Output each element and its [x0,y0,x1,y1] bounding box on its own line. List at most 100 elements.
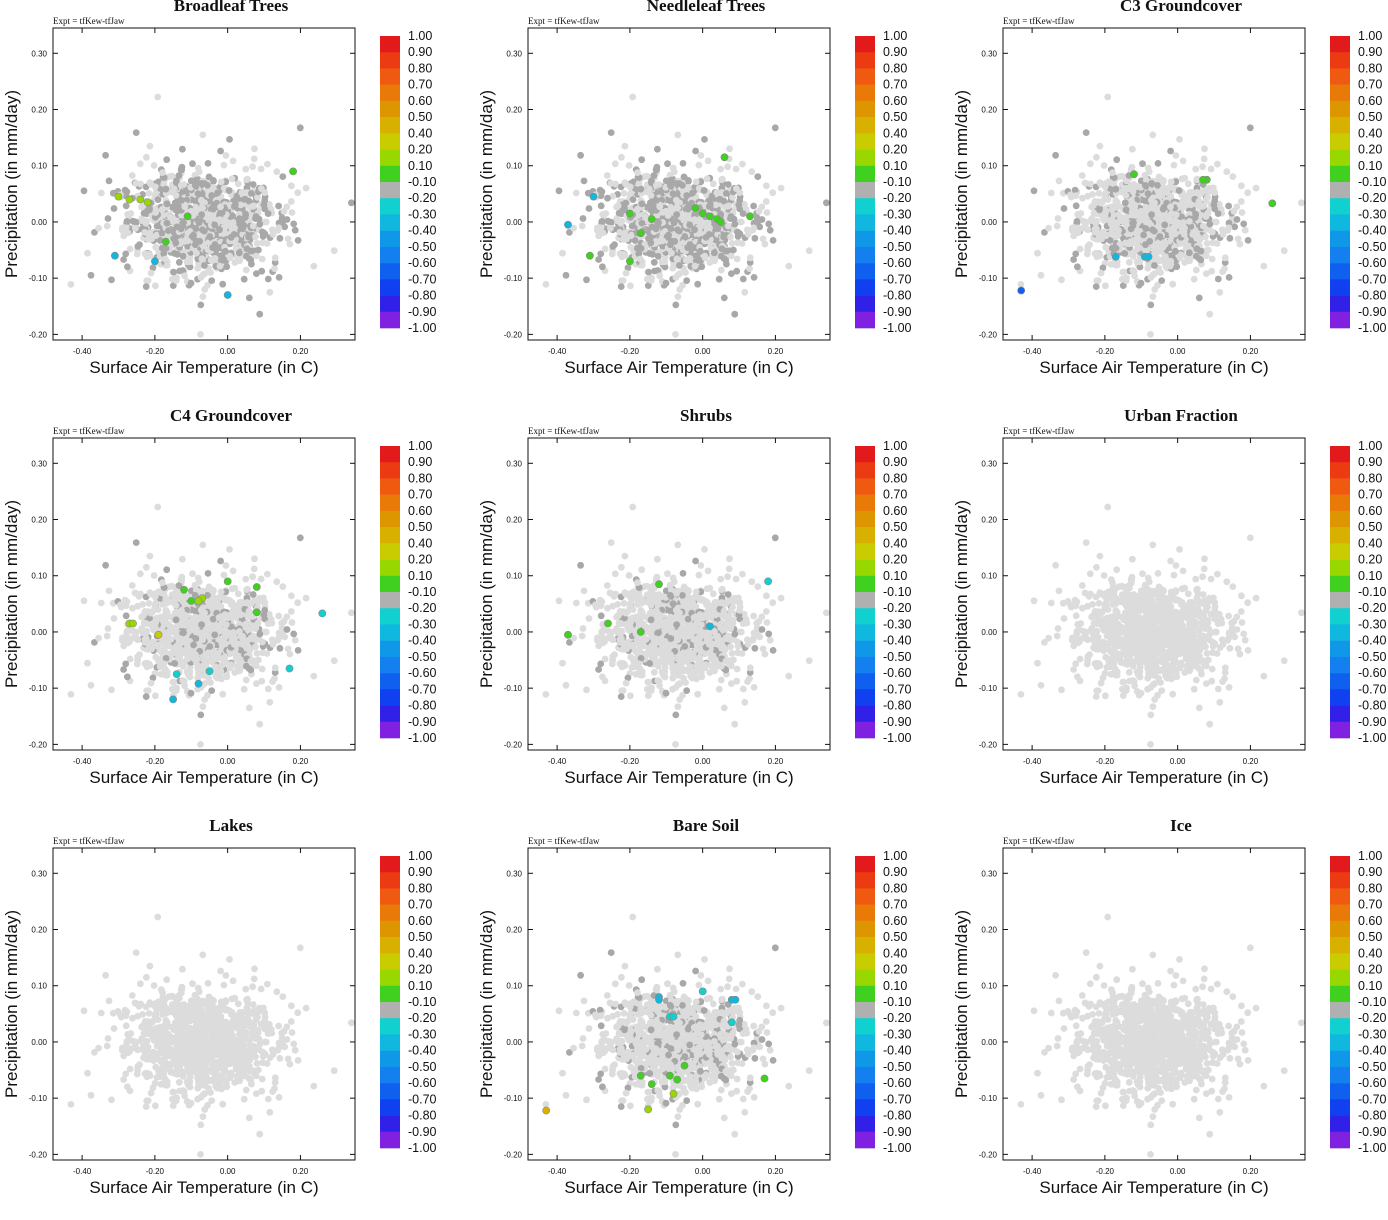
data-point-light [785,263,792,270]
data-point-dark [1196,295,1203,302]
data-point-light [266,289,273,296]
data-point-light [236,628,243,635]
colorbar-label: -0.50 [1358,240,1387,254]
data-point-light [1096,234,1103,241]
colorbar-segment [380,85,400,102]
data-point-dark [123,202,130,209]
data-point-light [702,254,709,261]
data-point-dark [1154,182,1161,189]
data-point-dark [740,276,747,283]
y-tick-label: 0.20 [31,106,47,115]
data-point-light [68,281,75,288]
data-point-dark [663,280,670,287]
data-point-light [1045,225,1052,232]
data-point-light [672,331,679,338]
data-point-dark [581,178,588,185]
data-point-light [763,182,770,189]
colorbar-label: -0.10 [408,585,437,599]
data-point-light [129,605,136,612]
data-point-dark [1143,225,1150,232]
colorbar-segment [855,150,875,167]
data-point-light [710,180,717,187]
data-point-dark [1151,262,1158,269]
data-point-dark [124,673,131,680]
data-point-light [348,609,355,616]
data-point-dark [725,181,732,188]
data-point-light [252,643,259,650]
data-point-light [153,642,160,649]
data-point-dark [111,205,118,212]
colorbar-segment [380,296,400,313]
data-point-light [259,256,266,263]
data-point-light [1155,216,1162,223]
y-axis-label: Precipitation (in mm/day) [952,90,972,278]
data-point-dark [192,182,199,189]
data-point-dark [653,166,660,173]
data-point-light [245,644,252,651]
data-point-dark [206,643,213,650]
data-point-light [718,267,725,274]
data-point-dark [188,690,195,697]
data-point-light [739,161,746,168]
data-point-dark [124,263,131,270]
colorbar-label: 0.80 [408,61,432,75]
data-point-light [152,619,159,626]
data-point-light [1145,165,1152,172]
data-point-dark [767,227,774,234]
data-point-light [1055,215,1062,222]
colorbar-segment [855,198,875,215]
data-point-dark [275,203,282,210]
data-point-light [748,168,755,175]
data-point-dark [193,225,200,232]
highlighted-point [129,620,136,627]
colorbar-label: -0.70 [1358,272,1387,286]
colorbar-segment [855,263,875,280]
data-point-light [98,600,105,607]
data-point-light [656,273,663,280]
data-point-light [181,648,188,655]
x-axis-label: Surface Air Temperature (in C) [1003,358,1305,378]
data-point-light [294,189,301,196]
data-point-light [152,282,159,289]
data-point-light [1131,238,1138,245]
data-point-dark [1073,202,1080,209]
data-point-dark [597,251,604,258]
y-tick-label: -0.20 [504,330,523,339]
data-point-light [1131,273,1138,280]
data-point-light [1221,265,1228,272]
colorbar-label: -0.20 [408,601,437,615]
data-point-light [1209,229,1216,236]
data-point-light [725,223,732,230]
colorbar-label: -0.20 [1358,191,1387,205]
colorbar-segment [855,101,875,118]
data-point-light [717,166,724,173]
data-point-light [124,628,131,635]
data-point-dark [265,276,272,283]
data-point-dark [1142,182,1149,189]
data-point-light [151,162,158,169]
data-point-dark [686,222,693,229]
data-point-light [1176,136,1183,143]
data-point-light [147,143,154,150]
data-point-light [1225,224,1232,231]
data-point-dark [679,182,686,189]
data-point-light [200,293,207,300]
data-point-light [256,721,263,728]
data-point-dark [256,311,263,318]
data-point-light [1222,254,1229,261]
data-point-light [84,250,91,257]
data-point-light [258,185,265,192]
data-point-dark [670,190,677,197]
data-point-dark [124,218,131,225]
data-point-light [129,582,136,589]
data-point-dark [250,181,257,188]
y-tick-label: 0.30 [31,459,47,468]
data-point-light [95,225,102,232]
data-point-light [143,687,150,694]
data-point-light [669,265,676,272]
data-point-light [1083,219,1090,226]
data-point-dark [653,226,660,233]
data-point-light [230,158,237,165]
data-point-light [133,629,140,636]
colorbar-segment [380,247,400,264]
